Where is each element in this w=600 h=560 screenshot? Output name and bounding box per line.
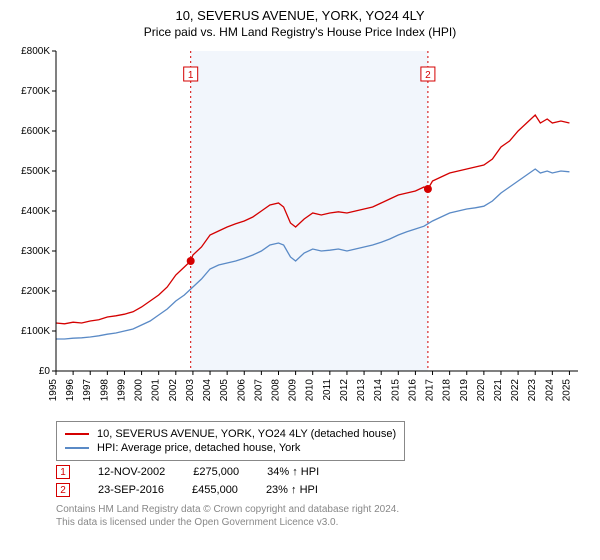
svg-text:2023: 2023 [527, 379, 538, 402]
chart-title: 10, SEVERUS AVENUE, YORK, YO24 4LY [12, 8, 588, 23]
sale-price-1: £275,000 [193, 466, 239, 478]
sale-vs-hpi-2: 23% ↑ HPI [266, 484, 318, 496]
legend: 10, SEVERUS AVENUE, YORK, YO24 4LY (deta… [56, 421, 405, 461]
svg-text:1999: 1999 [116, 379, 127, 402]
svg-text:£800K: £800K [21, 46, 50, 57]
legend-row-hpi: HPI: Average price, detached house, York [65, 442, 396, 454]
svg-text:2001: 2001 [151, 379, 162, 402]
svg-text:1: 1 [188, 70, 194, 81]
svg-text:£200K: £200K [21, 286, 50, 297]
svg-text:2002: 2002 [168, 379, 179, 402]
footer-line-2: This data is licensed under the Open Gov… [56, 516, 588, 529]
legend-swatch-hpi [65, 447, 89, 449]
sale-marker-1: 1 [56, 465, 70, 479]
svg-text:£100K: £100K [21, 326, 50, 337]
svg-text:2017: 2017 [425, 379, 436, 402]
legend-label-property: 10, SEVERUS AVENUE, YORK, YO24 4LY (deta… [97, 428, 396, 440]
svg-text:2000: 2000 [134, 379, 145, 402]
chart-area: £0 £100K £200K £300K £400K £500K £600K £700K £80… [12, 45, 588, 415]
svg-text:2024: 2024 [544, 379, 555, 402]
svg-text:2010: 2010 [305, 379, 316, 402]
svg-text:£400K: £400K [21, 206, 50, 217]
sales-table: 1 12-NOV-2002 £275,000 34% ↑ HPI 2 23-SE… [56, 465, 588, 497]
svg-text:1998: 1998 [99, 379, 110, 402]
svg-text:2019: 2019 [459, 379, 470, 402]
svg-text:£600K: £600K [21, 126, 50, 137]
chart-container: 10, SEVERUS AVENUE, YORK, YO24 4LY Price… [0, 0, 600, 560]
svg-text:£0: £0 [39, 366, 51, 377]
line-chart: £0 £100K £200K £300K £400K £500K £600K £700K £80… [12, 45, 588, 415]
sale-price-2: £455,000 [192, 484, 238, 496]
svg-text:2004: 2004 [202, 379, 213, 402]
svg-text:2021: 2021 [493, 379, 504, 402]
sales-row-2: 2 23-SEP-2016 £455,000 23% ↑ HPI [56, 483, 588, 497]
svg-text:£300K: £300K [21, 246, 50, 257]
svg-text:£700K: £700K [21, 86, 50, 97]
svg-text:2011: 2011 [322, 379, 333, 401]
svg-text:2014: 2014 [373, 379, 384, 402]
svg-text:2016: 2016 [407, 379, 418, 402]
svg-text:1997: 1997 [82, 379, 93, 402]
svg-text:2008: 2008 [270, 379, 281, 402]
sale-vs-hpi-1: 34% ↑ HPI [267, 466, 319, 478]
svg-text:2: 2 [425, 70, 431, 81]
sale-date-1: 12-NOV-2002 [98, 466, 165, 478]
svg-text:2018: 2018 [442, 379, 453, 402]
legend-label-hpi: HPI: Average price, detached house, York [97, 442, 300, 454]
svg-text:2022: 2022 [510, 379, 521, 402]
sale-date-2: 23-SEP-2016 [98, 484, 164, 496]
sale-marker-2: 2 [56, 483, 70, 497]
legend-swatch-property [65, 433, 89, 435]
legend-row-property: 10, SEVERUS AVENUE, YORK, YO24 4LY (deta… [65, 428, 396, 440]
svg-text:1996: 1996 [65, 379, 76, 402]
svg-text:2007: 2007 [253, 379, 264, 402]
svg-text:2020: 2020 [476, 379, 487, 402]
footer-line-1: Contains HM Land Registry data © Crown c… [56, 503, 588, 516]
svg-text:2012: 2012 [339, 379, 350, 402]
svg-text:2013: 2013 [356, 379, 367, 402]
svg-text:2006: 2006 [236, 379, 247, 402]
sales-row-1: 1 12-NOV-2002 £275,000 34% ↑ HPI [56, 465, 588, 479]
chart-subtitle: Price paid vs. HM Land Registry's House … [12, 25, 588, 39]
svg-text:2009: 2009 [288, 379, 299, 402]
svg-text:£500K: £500K [21, 166, 50, 177]
svg-text:1995: 1995 [48, 379, 59, 402]
svg-text:2025: 2025 [561, 379, 572, 402]
svg-text:2003: 2003 [185, 379, 196, 402]
svg-text:2015: 2015 [390, 379, 401, 402]
svg-text:2005: 2005 [219, 379, 230, 402]
footer: Contains HM Land Registry data © Crown c… [56, 503, 588, 529]
